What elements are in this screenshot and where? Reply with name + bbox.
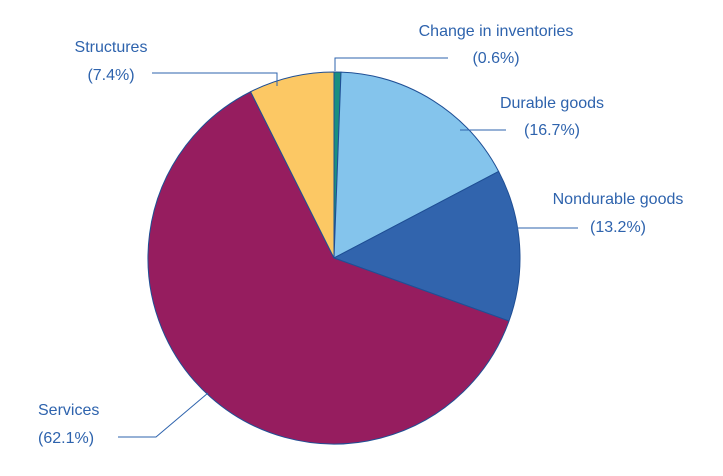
leader-line-structures <box>152 72 278 86</box>
slice-label-structures: Structures <box>75 39 148 56</box>
slice-percent-durable-goods: (16.7%) <box>524 122 580 139</box>
slice-percent-services: (62.1%) <box>38 430 94 447</box>
slice-percent-change-in-inventories: (0.6%) <box>472 50 519 67</box>
slice-label-durable-goods: Durable goods <box>500 95 604 112</box>
leader-lines <box>118 57 578 438</box>
pie-slices <box>147 71 521 445</box>
slice-structures <box>250 71 335 259</box>
slice-label-services: Services <box>38 402 99 419</box>
slice-labels: Change in inventories (0.6%) Durable goods… <box>38 23 683 447</box>
slice-durable-goods <box>333 71 500 259</box>
slice-label-nondurable-goods: Nondurable goods <box>553 191 684 208</box>
leader-line-services <box>118 392 209 438</box>
slice-label-change-in-inventories: Change in inventories <box>419 23 574 40</box>
slice-services <box>147 91 510 445</box>
slice-percent-nondurable-goods: (13.2%) <box>590 219 646 236</box>
slice-percent-structures: (7.4%) <box>87 67 134 84</box>
slice-nondurable-goods <box>333 170 521 322</box>
leader-line-change-in-inventories <box>334 57 448 71</box>
